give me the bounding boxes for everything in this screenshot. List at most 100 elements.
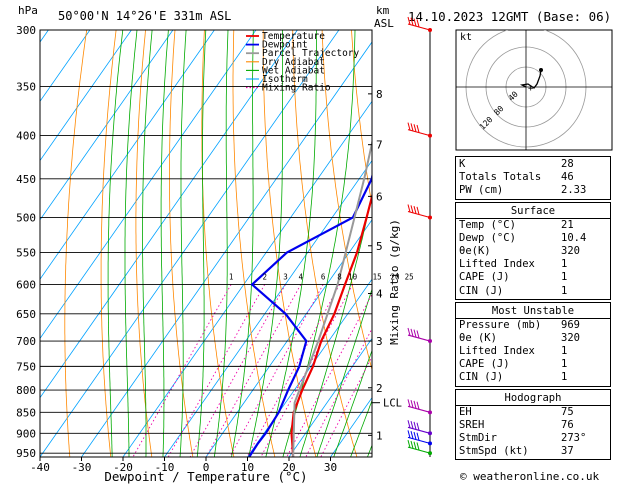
mixing-ratio-line xyxy=(305,327,372,457)
legend-entry: Isotherm xyxy=(262,74,308,85)
location-label: 50°00'N 14°26'E 331m ASL xyxy=(58,9,232,23)
km-tick-label: 7 xyxy=(376,139,383,152)
stat-row: K 28 xyxy=(459,158,607,171)
mixing-ratio-label: 6 xyxy=(321,273,326,282)
stat-row: Pressure (mb) 969 xyxy=(459,319,607,332)
stat-row: StmSpd (kt) 37 xyxy=(459,445,607,458)
pressure-tick-label: 550 xyxy=(16,247,36,260)
mixing-ratio-line xyxy=(320,355,372,457)
stat-row: θe(K) 320 xyxy=(459,245,607,258)
isotherm-line xyxy=(40,30,340,457)
isotherm-line xyxy=(164,159,372,457)
height-axis: 1 2 3 4 5 6 7 8 LCL xyxy=(368,30,402,457)
hpa-label: hPa xyxy=(18,4,38,17)
wind-barb xyxy=(407,440,432,456)
stat-row: Lifted Index 1 xyxy=(459,258,607,271)
wet-adiabat-line xyxy=(107,30,124,457)
stat-value: 273° xyxy=(561,432,587,444)
wet-adiabat-line xyxy=(316,287,372,457)
wind-barbs xyxy=(407,16,432,457)
mixing-ratio-line xyxy=(260,284,353,457)
km-tick-label: 2 xyxy=(376,382,383,395)
surface-title: Surface xyxy=(510,204,556,217)
km-tick-label: 3 xyxy=(376,335,383,348)
temperature-tick-label: 0 xyxy=(203,461,210,474)
temperature-tick-label: -20 xyxy=(113,461,133,474)
stat-label: CIN (J) xyxy=(459,371,504,384)
mixing-ratio-axis-label: Mixing Ratio (g/kg) xyxy=(388,219,401,345)
temperature-profile xyxy=(290,192,372,457)
hodograph-kt-label: kt xyxy=(460,32,472,43)
stat-label: Lifted Index xyxy=(459,345,535,358)
mixing-ratio-line xyxy=(132,284,232,457)
pressure-axis: 300 350 400 450 500 550 600 650 700 750 800 850 900 9… xyxy=(16,24,36,460)
stat-value: 75 xyxy=(561,405,574,418)
mixing-ratio-line xyxy=(229,284,324,457)
stat-label: StmSpd (kt) xyxy=(459,445,529,458)
legend-entry: Dewpoint xyxy=(262,40,308,51)
pressure-tick-label: 950 xyxy=(16,447,36,460)
legend-entry: Temperature xyxy=(262,31,325,42)
mixing-ratio-label: 1 xyxy=(229,273,234,282)
temperature-axis: -40 -30 -20 -10 0 10 20 30 xyxy=(30,457,337,474)
km-tick-label: 8 xyxy=(376,88,383,101)
pressure-tick-label: 350 xyxy=(16,81,36,94)
stat-label: θe (K) xyxy=(459,331,497,344)
stat-value: 10.4 xyxy=(561,231,587,244)
stat-value: 46 xyxy=(561,171,574,184)
dewpoint-profile xyxy=(248,172,372,457)
dry-adiabat-line xyxy=(64,30,88,457)
temperature-tick-label: -30 xyxy=(72,461,92,474)
stat-label: CIN (J) xyxy=(459,284,504,297)
wind-barb xyxy=(407,16,432,32)
stat-label: Totals Totals xyxy=(459,171,542,184)
wind-barb xyxy=(407,327,432,344)
stat-value: 1 xyxy=(561,371,568,384)
diagram-grid xyxy=(0,30,629,459)
plot-frame xyxy=(39,29,373,458)
wet-adiabat-line xyxy=(350,399,372,457)
pressure-tick-label: 600 xyxy=(16,279,36,292)
mixing-ratio-labels: 1 2 3 4 6 8 10 15 20 25 xyxy=(229,273,414,282)
mixing-ratio-label: 20 xyxy=(390,273,400,282)
isotherm-line xyxy=(205,219,372,457)
stat-value: 21 xyxy=(561,218,574,231)
stat-row: θe (K) 320 xyxy=(459,332,607,345)
parcel-trajectory-profile xyxy=(292,138,372,457)
stat-label: Temp (°C) xyxy=(459,218,516,231)
temperature-tick-label: 20 xyxy=(282,461,295,474)
dry-adiabat-line xyxy=(616,30,629,459)
isotherm-line xyxy=(0,30,7,457)
stat-label: θe(K) xyxy=(459,244,491,257)
asl-label: ASL xyxy=(374,17,394,30)
wind-barb xyxy=(407,399,432,415)
pressure-tick-label: 650 xyxy=(16,308,36,321)
km-tick-label: 4 xyxy=(376,288,383,301)
hodograph-trace xyxy=(519,69,542,89)
mixing-ratio-line xyxy=(205,284,302,457)
pressure-tick-label: 500 xyxy=(16,212,36,225)
stat-label: Lifted Index xyxy=(459,258,535,271)
stat-value: 1 xyxy=(561,358,568,371)
stat-value: 1 xyxy=(561,345,568,358)
dry-adiabat-line xyxy=(321,30,372,372)
stat-row: EH 75 xyxy=(459,406,607,419)
isotherm-line xyxy=(247,278,372,457)
mixing-ratio-line xyxy=(189,284,286,457)
most-unstable-box: Most Unstable Pressure (mb) 969 θe (K) 320 L… xyxy=(455,301,611,387)
stat-row: Temp (°C) 21 xyxy=(459,219,607,232)
stat-value: 1 xyxy=(561,271,568,284)
stat-value: 28 xyxy=(561,158,574,170)
stat-value: 2.33 xyxy=(561,184,587,197)
pressure-tick-label: 400 xyxy=(16,130,36,143)
km-tick-label: 1 xyxy=(376,429,383,442)
most-unstable-title: Most Unstable xyxy=(491,304,575,317)
isotherm-line xyxy=(40,30,174,221)
datetime-label: 14.10.2023 12GMT (Base: 06) xyxy=(408,9,612,24)
dry-adiabat-line xyxy=(201,30,235,457)
temperature-tick-label: 10 xyxy=(241,461,254,474)
km-tick-label: 6 xyxy=(376,190,383,203)
temperature-tick-label: -40 xyxy=(30,461,50,474)
wet-adiabat-line xyxy=(142,30,153,457)
